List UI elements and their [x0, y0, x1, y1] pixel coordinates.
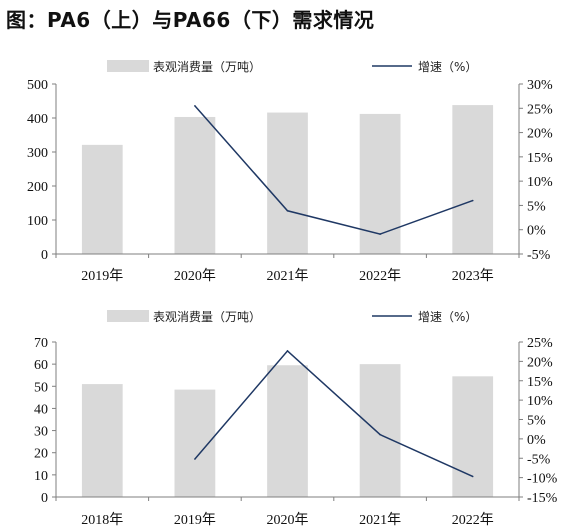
legend-bar-label: 表观消费量（万吨）	[153, 310, 261, 324]
x-tick-label: 2023年	[452, 268, 494, 284]
legend-line-label: 增速（%）	[418, 310, 477, 324]
left-tick-label: 400	[27, 112, 48, 127]
x-tick-label: 2021年	[267, 268, 309, 284]
page-title: 图：PA6（上）与PA66（下）需求情况	[6, 8, 375, 32]
x-tick-label: 2018年	[81, 512, 123, 528]
left-tick-label: 0	[41, 248, 48, 263]
growth-point	[194, 105, 196, 107]
growth-point	[471, 475, 474, 478]
x-tick-label: 2020年	[174, 268, 216, 284]
left-tick-label: 100	[27, 214, 48, 229]
right-tick-label: 15%	[527, 151, 553, 166]
bar	[267, 112, 308, 254]
left-tick-label: 30	[34, 425, 48, 440]
right-tick-label: 10%	[527, 175, 553, 190]
right-tick-label: -5%	[527, 248, 551, 263]
legend-bar-swatch	[107, 60, 149, 72]
bar	[174, 116, 216, 254]
right-tick-label: 5%	[527, 414, 546, 429]
right-tick-label: 0%	[527, 433, 546, 448]
bar	[359, 113, 401, 254]
growth-point	[471, 199, 474, 202]
bar	[81, 144, 123, 254]
right-tick-label: 0%	[527, 224, 546, 239]
x-tick-label: 2022年	[452, 512, 494, 528]
left-tick-label: 300	[27, 146, 48, 161]
right-tick-label: 20%	[527, 355, 553, 370]
right-tick-label: 20%	[527, 127, 553, 142]
left-tick-label: 50	[34, 380, 48, 395]
left-tick-label: 40	[34, 402, 48, 417]
bar	[452, 105, 494, 254]
x-tick-label: 2021年	[359, 512, 401, 528]
growth-point	[286, 209, 289, 212]
growth-line	[194, 349, 474, 478]
right-tick-label: 15%	[527, 375, 553, 390]
left-tick-label: 500	[27, 78, 48, 93]
growth-point	[379, 233, 381, 235]
x-tick-label: 2020年	[267, 512, 309, 528]
right-tick-label: 25%	[527, 336, 553, 351]
legend-bar-label: 表观消费量（万吨）	[153, 60, 261, 74]
bar	[267, 365, 308, 497]
right-tick-label: -5%	[527, 452, 551, 467]
growth-point	[194, 458, 196, 460]
growth-point	[379, 433, 381, 436]
right-tick-label: 30%	[527, 78, 553, 93]
left-tick-label: 0	[41, 491, 48, 506]
left-tick-label: 60	[34, 358, 48, 373]
right-tick-label: 10%	[527, 394, 553, 409]
right-tick-label: -10%	[527, 472, 558, 487]
bar	[452, 376, 494, 497]
legend-line-label: 增速（%）	[418, 60, 477, 74]
growth-point	[286, 350, 289, 352]
right-tick-label: 25%	[527, 102, 553, 117]
legend-bar-swatch	[107, 310, 149, 322]
bar	[81, 384, 123, 497]
left-tick-label: 200	[27, 180, 48, 195]
left-tick-label: 10	[34, 469, 48, 484]
bar	[359, 364, 401, 497]
right-tick-label: -15%	[527, 491, 558, 506]
x-tick-label: 2022年	[359, 268, 401, 284]
growth-line	[194, 105, 473, 235]
left-tick-label: 70	[34, 336, 48, 351]
left-tick-label: 20	[34, 447, 48, 462]
right-tick-label: 5%	[527, 199, 546, 214]
x-tick-label: 2019年	[174, 512, 216, 528]
x-tick-label: 2019年	[81, 268, 123, 284]
